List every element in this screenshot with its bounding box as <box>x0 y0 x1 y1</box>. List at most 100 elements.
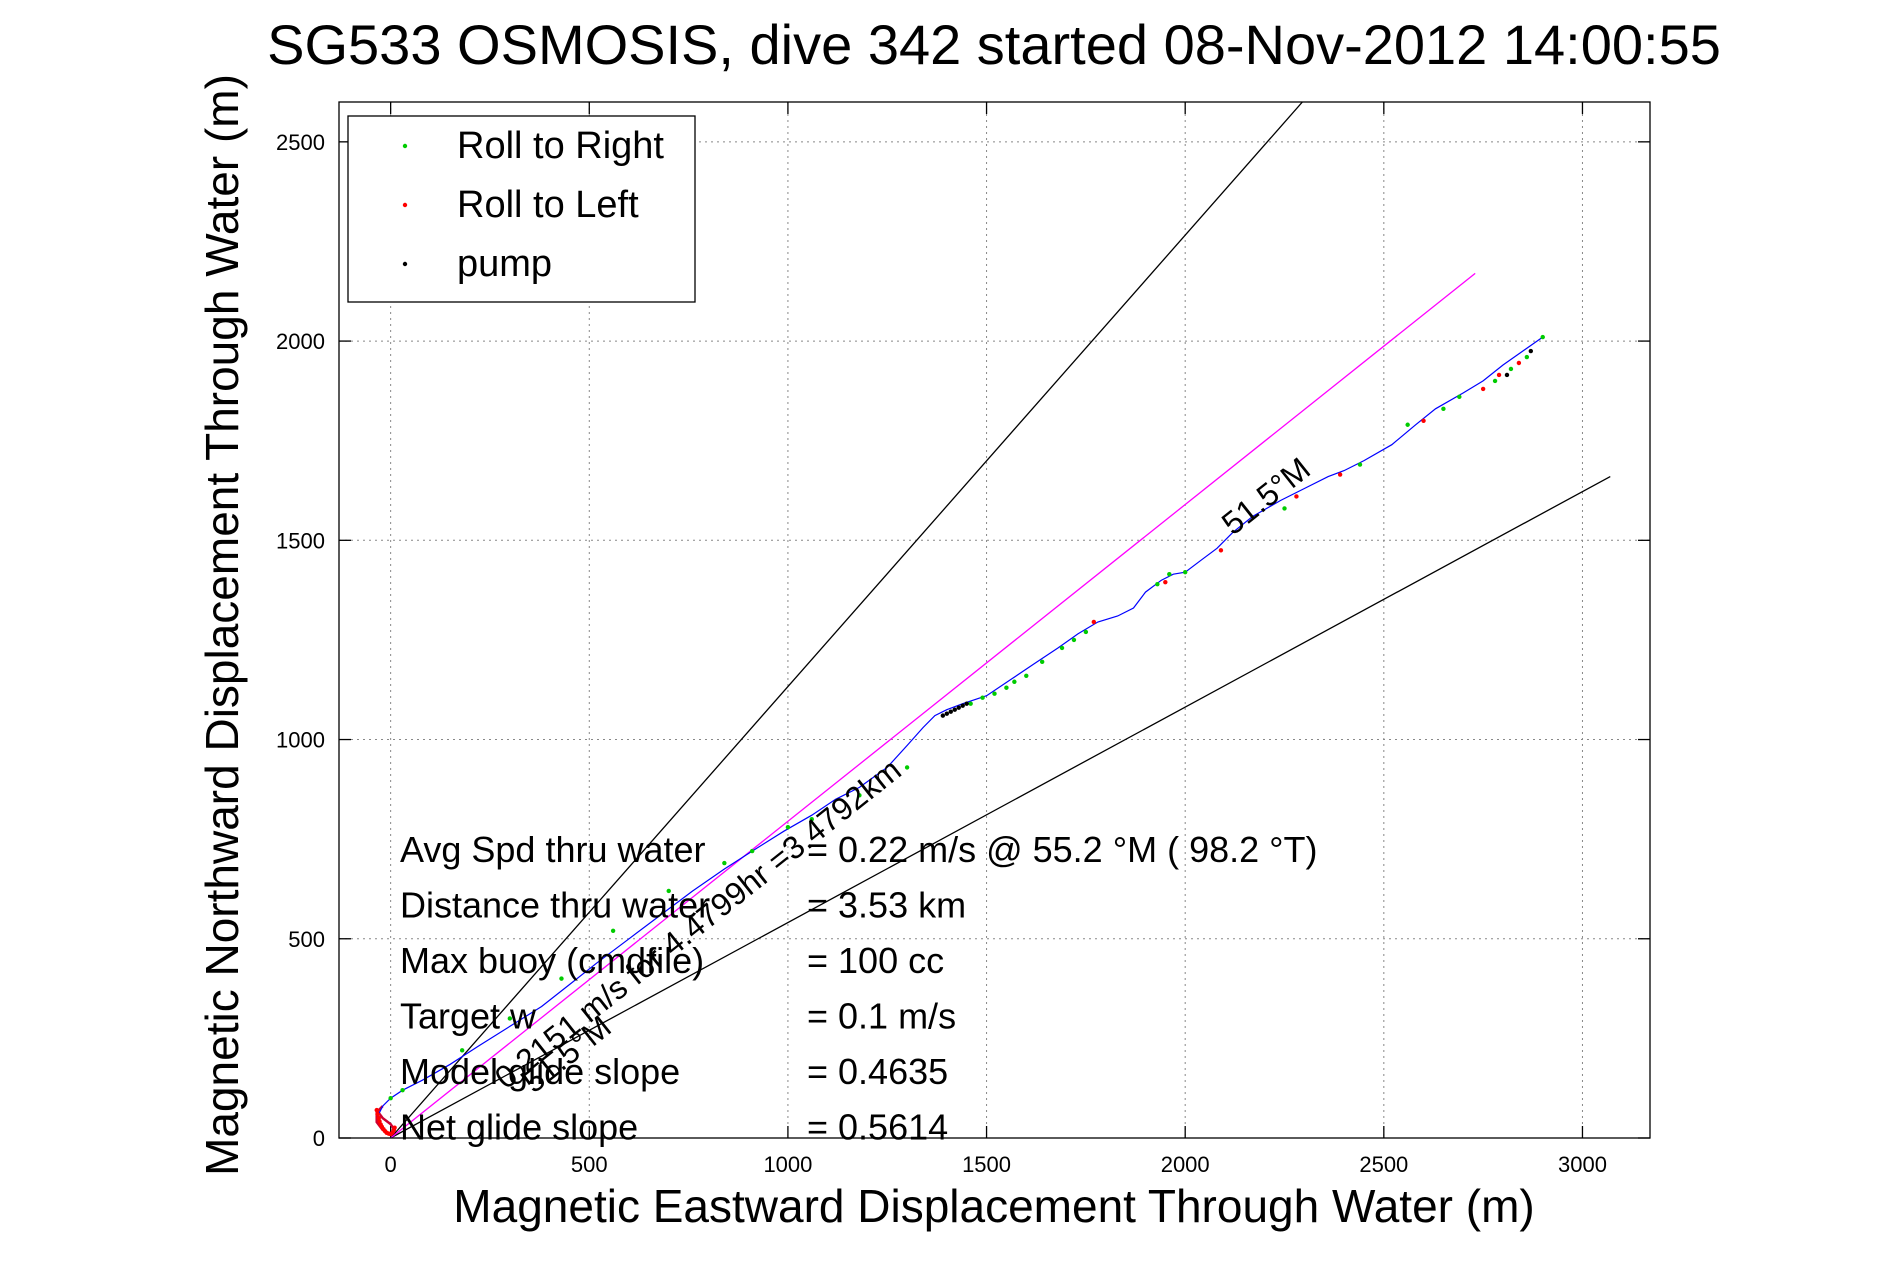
roll-right-point <box>1071 637 1077 643</box>
stat-label: Model glide slope <box>400 1051 680 1092</box>
stat-value: = 0.22 m/s @ 55.2 °M ( 98.2 °T) <box>807 829 1318 870</box>
pump-point <box>944 711 950 716</box>
roll-right-point <box>749 848 755 854</box>
legend-label: Roll to Left <box>457 184 639 226</box>
legend-marker <box>402 143 408 149</box>
pump-point <box>960 703 965 708</box>
stat-value: = 100 cc <box>807 940 944 981</box>
pump-points <box>940 348 1534 718</box>
pump-point <box>948 709 953 714</box>
roll-right-point <box>1059 645 1065 651</box>
y-tick-label: 500 <box>288 927 325 952</box>
roll-left-point <box>1337 472 1343 477</box>
y-tick-label: 2500 <box>276 130 325 155</box>
pump-point <box>940 713 946 718</box>
pump-point <box>1528 348 1534 354</box>
roll-right-point <box>559 976 564 981</box>
roll-right-point <box>1024 673 1029 678</box>
stat-value: = 3.53 km <box>807 885 966 926</box>
plot-frame <box>338 101 1651 1139</box>
roll-left-point <box>375 1111 380 1117</box>
roll-left-point <box>1516 360 1522 366</box>
roll-right-point <box>1039 659 1045 665</box>
roll-right-point <box>1405 422 1410 427</box>
roll-right-point <box>459 1048 465 1053</box>
x-tick-label: 1000 <box>763 1152 812 1177</box>
stats-block: Avg Spd thru water = 0.22 m/s @ 55.2 °M (… <box>400 829 1318 1148</box>
roll-left-point <box>1480 386 1486 392</box>
stat-label: Distance thru water <box>400 885 710 926</box>
roll-right-point <box>1004 685 1009 690</box>
pump-point <box>956 705 961 710</box>
roll-left-point <box>392 1125 397 1130</box>
roll-right-point <box>1540 334 1545 340</box>
plot-content <box>374 102 1611 1138</box>
y-tick-label: 0 <box>313 1126 325 1151</box>
x-tick-label: 0 <box>385 1152 397 1177</box>
roll-left-point <box>374 1107 379 1113</box>
roll-right-point <box>1508 366 1514 372</box>
roll-right-point <box>1441 406 1446 412</box>
pump-point <box>964 701 969 706</box>
x-axis-label: Magnetic Eastward Displacement Through W… <box>453 1180 1534 1232</box>
stat-value: = 0.1 m/s <box>807 996 956 1037</box>
roll-right-point <box>1083 629 1089 635</box>
roll-right-points <box>388 334 1545 1101</box>
roll-right-point <box>1182 569 1188 575</box>
chart-title: SG533 OSMOSIS, dive 342 started 08-Nov-2… <box>267 13 1721 76</box>
legend-marker <box>402 202 408 208</box>
roll-left-points <box>374 360 1522 1137</box>
roll-right-point <box>722 860 727 866</box>
roll-right-point <box>1012 679 1017 684</box>
heading-line <box>390 272 1476 1138</box>
roll-right-point <box>992 691 997 696</box>
pump-point <box>1504 372 1510 378</box>
roll-right-point <box>1357 462 1363 467</box>
roll-right-point <box>980 695 985 700</box>
stat-label: Net glide slope <box>400 1107 638 1148</box>
roll-right-point <box>809 817 814 822</box>
roll-right-point <box>666 888 671 894</box>
envelope-upper-line <box>390 102 1303 1138</box>
y-tick-labels: 0 500 1000 1500 2000 2500 <box>276 130 325 1151</box>
roll-right-point <box>400 1087 405 1093</box>
roll-left-point <box>1218 548 1224 553</box>
roll-left-point <box>1163 579 1168 585</box>
glider-track <box>378 336 1544 1115</box>
roll-left-point <box>1294 494 1299 499</box>
roll-right-point <box>1282 506 1287 511</box>
roll-right-point <box>857 793 862 798</box>
x-tick-label: 3000 <box>1558 1152 1607 1177</box>
legend-label: pump <box>457 243 552 285</box>
roll-right-point <box>785 825 791 830</box>
roll-right-point <box>904 765 910 770</box>
stat-value: = 0.5614 <box>807 1107 948 1148</box>
x-tick-label: 2500 <box>1359 1152 1408 1177</box>
roll-right-point <box>388 1095 393 1101</box>
x-tick-label: 1500 <box>962 1152 1011 1177</box>
roll-right-point <box>968 701 973 706</box>
roll-right-point <box>1524 354 1530 360</box>
y-tick-label: 1000 <box>276 728 325 753</box>
x-tick-labels: 0 500 1000 1500 2000 2500 3000 <box>385 1152 1607 1177</box>
stat-label: Max buoy (cmdfile) <box>400 940 704 981</box>
roll-right-point <box>1155 581 1160 587</box>
x-tick-label: 500 <box>571 1152 608 1177</box>
stat-label: Avg Spd thru water <box>400 829 706 870</box>
y-tick-label: 2000 <box>276 329 325 354</box>
y-axis-label: Magnetic Northward Displacement Through … <box>196 74 248 1176</box>
legend-marker <box>402 261 408 267</box>
stat-label: Target w <box>400 996 537 1037</box>
roll-right-point <box>1167 571 1172 577</box>
x-tick-label: 2000 <box>1161 1152 1210 1177</box>
stat-value: = 0.4635 <box>807 1051 948 1092</box>
roll-left-point <box>1421 418 1426 423</box>
legend: Roll to Right Roll to Left pump <box>347 115 696 303</box>
y-tick-label: 1500 <box>276 528 325 553</box>
roll-left-point <box>1091 619 1097 625</box>
pump-point <box>952 707 957 712</box>
roll-right-point <box>1492 378 1498 384</box>
roll-right-point <box>507 1016 513 1021</box>
roll-left-point <box>1496 372 1502 378</box>
